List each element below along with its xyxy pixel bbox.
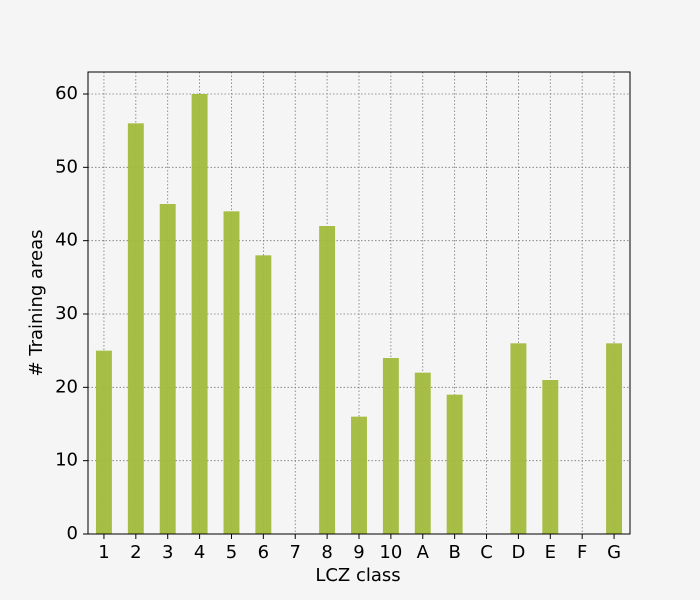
bar: [255, 255, 272, 535]
x-axis-label: LCZ class: [315, 565, 400, 586]
x-tick-label: B: [448, 542, 460, 563]
x-tick-label: 3: [162, 542, 173, 563]
y-tick-label: 60: [55, 83, 78, 104]
x-tick-label: 7: [290, 542, 301, 563]
x-tick-label: 9: [353, 542, 364, 563]
bar: [191, 94, 208, 534]
bars: [95, 94, 623, 535]
y-tick-label: 20: [55, 376, 78, 397]
x-tick-label: 5: [226, 542, 237, 563]
bar: [414, 372, 431, 534]
x-tick-label: D: [511, 542, 525, 563]
bar: [159, 204, 176, 534]
x-tick-label: A: [417, 542, 430, 563]
x-tick-label: G: [607, 542, 621, 563]
x-tick-label: 8: [321, 542, 332, 563]
bar: [382, 358, 399, 534]
x-tick-label: 1: [98, 542, 109, 563]
bar: [510, 343, 527, 534]
y-tick-label: 10: [55, 450, 78, 471]
y-tick-label: 30: [55, 303, 78, 324]
bar: [606, 343, 623, 534]
x-tick-label: 2: [130, 542, 141, 563]
x-tick-label: F: [577, 542, 587, 563]
y-tick-label: 50: [55, 156, 78, 177]
y-tick-label: 40: [55, 230, 78, 251]
y-tick-label: 0: [67, 523, 78, 544]
bar: [127, 123, 144, 534]
x-tick-label: 10: [379, 542, 402, 563]
x-tick-label: E: [545, 542, 556, 563]
x-tick-label: 4: [194, 542, 205, 563]
bar: [223, 211, 240, 535]
y-axis-label: # Training areas: [26, 229, 47, 376]
bar: [542, 380, 559, 534]
bar: [319, 226, 336, 534]
x-tick-label: 6: [258, 542, 269, 563]
bar: [95, 350, 112, 534]
bar: [351, 416, 367, 534]
bar: [446, 394, 463, 534]
x-tick-label: C: [480, 542, 493, 563]
